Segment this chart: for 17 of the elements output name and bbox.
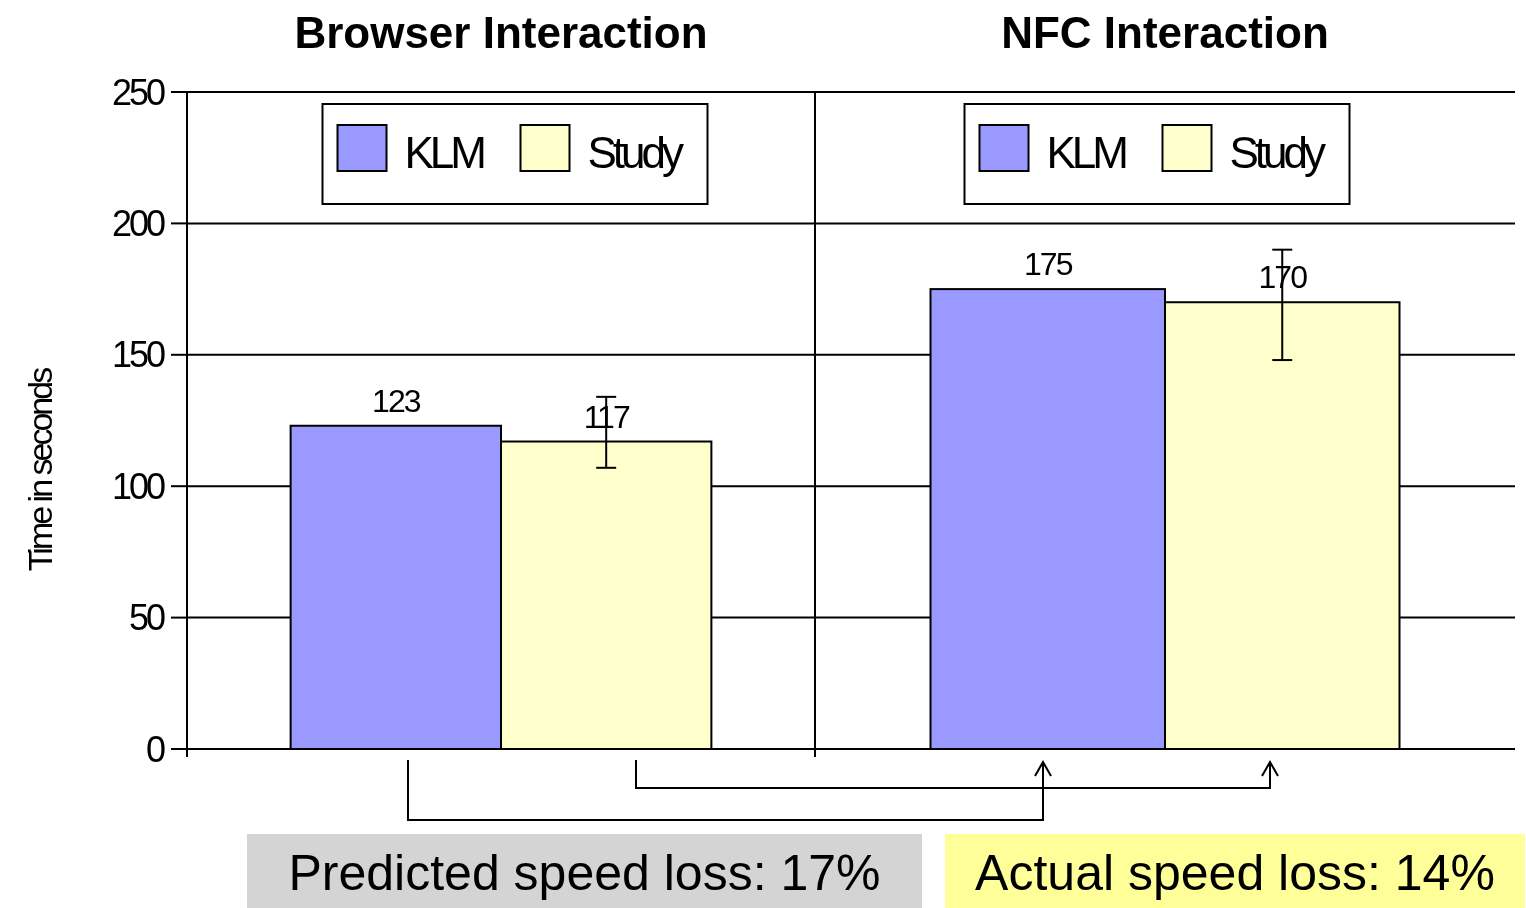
y-tick-label: 150 <box>111 334 165 376</box>
text: Predicted speed loss: 17% <box>288 845 881 901</box>
y-tick-label: 50 <box>128 597 165 639</box>
legend-label: Study <box>587 128 685 177</box>
y-tick-label: 250 <box>111 71 165 113</box>
data-label: 123 <box>372 382 421 419</box>
text: KLM <box>1046 128 1125 177</box>
legend-label: KLM <box>404 128 485 177</box>
y-tick-label: 100 <box>111 465 165 507</box>
x-tick-label: NFC Interaction <box>1001 8 1329 57</box>
y-tick-label: 200 <box>111 203 165 244</box>
text: Study <box>1229 128 1323 177</box>
x-tick-label: Browser Interaction <box>294 8 708 57</box>
y-tick-label: 0 <box>145 728 165 770</box>
y-axis-title: Time in seconds <box>21 367 59 572</box>
data-label: 175 <box>1024 246 1073 283</box>
text: Actual speed loss: 14% <box>975 845 1495 901</box>
